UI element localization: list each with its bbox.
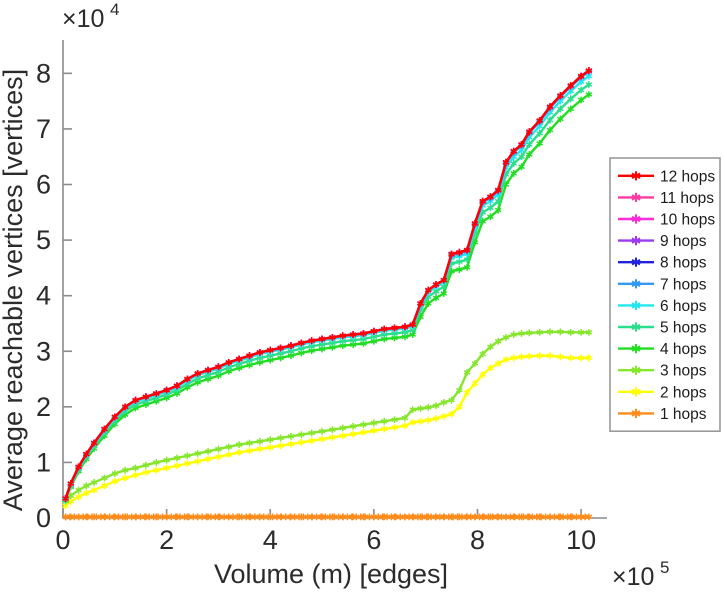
legend-star-icon bbox=[631, 408, 641, 418]
series-line bbox=[64, 330, 591, 503]
y-tick-label: 7 bbox=[36, 114, 51, 144]
series-1-hops-overlay bbox=[62, 513, 589, 521]
legend-star-icon bbox=[631, 171, 641, 181]
y-axis-ticks: 0 1 2 3 4 5 6 7 8 bbox=[36, 58, 72, 533]
legend-star-icon bbox=[631, 365, 641, 375]
legend-label: 12 hops bbox=[660, 168, 715, 185]
legend-star-icon bbox=[631, 387, 641, 397]
legend-label: 11 hops bbox=[660, 190, 714, 207]
legend-item-6-hops[interactable]: 6 hops bbox=[618, 298, 707, 315]
legend-label: 6 hops bbox=[660, 298, 707, 315]
legend-item-7-hops[interactable]: 7 hops bbox=[618, 276, 707, 293]
x-axis-exponent-base: ×10 bbox=[612, 563, 654, 591]
series-line bbox=[64, 69, 591, 500]
legend-item-11-hops[interactable]: 11 hops bbox=[618, 190, 714, 207]
legend-label: 8 hops bbox=[660, 255, 707, 272]
plot-axes bbox=[62, 40, 607, 519]
legend: 12 hops 11 hops 10 hops 9 hops 8 hops 7 hops 6… bbox=[609, 157, 721, 433]
series-3-hops bbox=[62, 328, 593, 505]
legend-item-10-hops[interactable]: 10 hops bbox=[618, 212, 715, 229]
series-7-hops bbox=[62, 68, 593, 502]
legend-label: 4 hops bbox=[660, 341, 707, 358]
series-markers bbox=[62, 328, 593, 505]
x-tick-label: 2 bbox=[159, 525, 174, 555]
series-line bbox=[64, 74, 591, 501]
legend-label: 1 hops bbox=[660, 406, 707, 423]
series-10-hops bbox=[62, 67, 593, 502]
legend-star-icon bbox=[631, 192, 641, 202]
series-line bbox=[64, 69, 591, 500]
series-markers bbox=[62, 67, 593, 502]
legend-item-12-hops[interactable]: 12 hops bbox=[618, 168, 715, 185]
x-axis-exponent-superscript: 5 bbox=[660, 558, 669, 577]
legend-item-9-hops[interactable]: 9 hops bbox=[618, 233, 707, 250]
legend-label: 3 hops bbox=[660, 363, 707, 380]
y-axis-exponent-base: ×10 bbox=[62, 5, 104, 33]
y-tick-label: 3 bbox=[36, 336, 51, 366]
series-markers bbox=[62, 68, 593, 502]
legend-item-3-hops[interactable]: 3 hops bbox=[618, 363, 707, 380]
series-line bbox=[64, 70, 591, 500]
series-markers bbox=[62, 67, 593, 502]
legend-star-icon bbox=[631, 214, 641, 224]
legend-star-icon bbox=[631, 344, 641, 354]
legend-label: 5 hops bbox=[660, 320, 707, 337]
legend-item-4-hops[interactable]: 4 hops bbox=[618, 341, 707, 358]
series-line bbox=[64, 69, 591, 500]
y-tick-label: 1 bbox=[36, 447, 51, 477]
legend-label: 10 hops bbox=[660, 212, 715, 229]
legend-item-2-hops[interactable]: 2 hops bbox=[618, 384, 707, 401]
series-line bbox=[64, 69, 591, 500]
x-tick-label: 10 bbox=[566, 525, 596, 555]
legend-entries: 12 hops 11 hops 10 hops 9 hops 8 hops 7 hops 6… bbox=[618, 168, 715, 423]
series-1-hops bbox=[62, 513, 593, 521]
series-markers bbox=[62, 67, 593, 502]
x-tick-label: 8 bbox=[470, 525, 485, 555]
series-markers bbox=[62, 513, 589, 521]
legend-item-8-hops[interactable]: 8 hops bbox=[618, 255, 707, 272]
legend-label: 2 hops bbox=[660, 384, 707, 401]
series-markers bbox=[62, 67, 593, 502]
legend-star-icon bbox=[631, 322, 641, 332]
y-tick-label: 8 bbox=[36, 58, 51, 88]
data-series-layer bbox=[62, 67, 593, 521]
y-axis-label: Average reachable vertices [vertices] bbox=[0, 69, 28, 511]
series-line bbox=[64, 69, 591, 500]
legend-star-icon bbox=[631, 279, 641, 289]
x-axis-label: Volume (m) [edges] bbox=[214, 559, 448, 589]
legend-label: 9 hops bbox=[660, 233, 707, 250]
legend-background bbox=[609, 157, 721, 433]
y-axis-exponent-superscript: 4 bbox=[110, 0, 119, 19]
x-tick-label: 4 bbox=[263, 525, 278, 555]
series-5-hops bbox=[62, 81, 593, 504]
legend-item-1-hops[interactable]: 1 hops bbox=[618, 406, 707, 423]
series-11-hops bbox=[62, 67, 593, 502]
y-tick-label: 4 bbox=[36, 281, 51, 311]
x-tick-label: 6 bbox=[366, 525, 381, 555]
legend-item-5-hops[interactable]: 5 hops bbox=[618, 320, 707, 337]
legend-star-icon bbox=[631, 236, 641, 246]
y-tick-label: 2 bbox=[36, 392, 51, 422]
y-tick-label: 6 bbox=[36, 170, 51, 200]
legend-star-icon bbox=[631, 300, 641, 310]
x-axis-ticks: 0 2 4 6 8 10 bbox=[55, 509, 596, 555]
series-12-hops bbox=[62, 67, 593, 502]
series-8-hops bbox=[62, 67, 593, 502]
legend-star-icon bbox=[631, 257, 641, 267]
series-markers bbox=[62, 67, 593, 502]
legend-label: 7 hops bbox=[660, 276, 707, 293]
y-tick-label: 0 bbox=[36, 503, 51, 533]
y-tick-label: 5 bbox=[36, 225, 51, 255]
series-9-hops bbox=[62, 67, 593, 502]
x-tick-label: 0 bbox=[55, 525, 70, 555]
series-markers bbox=[62, 81, 593, 504]
